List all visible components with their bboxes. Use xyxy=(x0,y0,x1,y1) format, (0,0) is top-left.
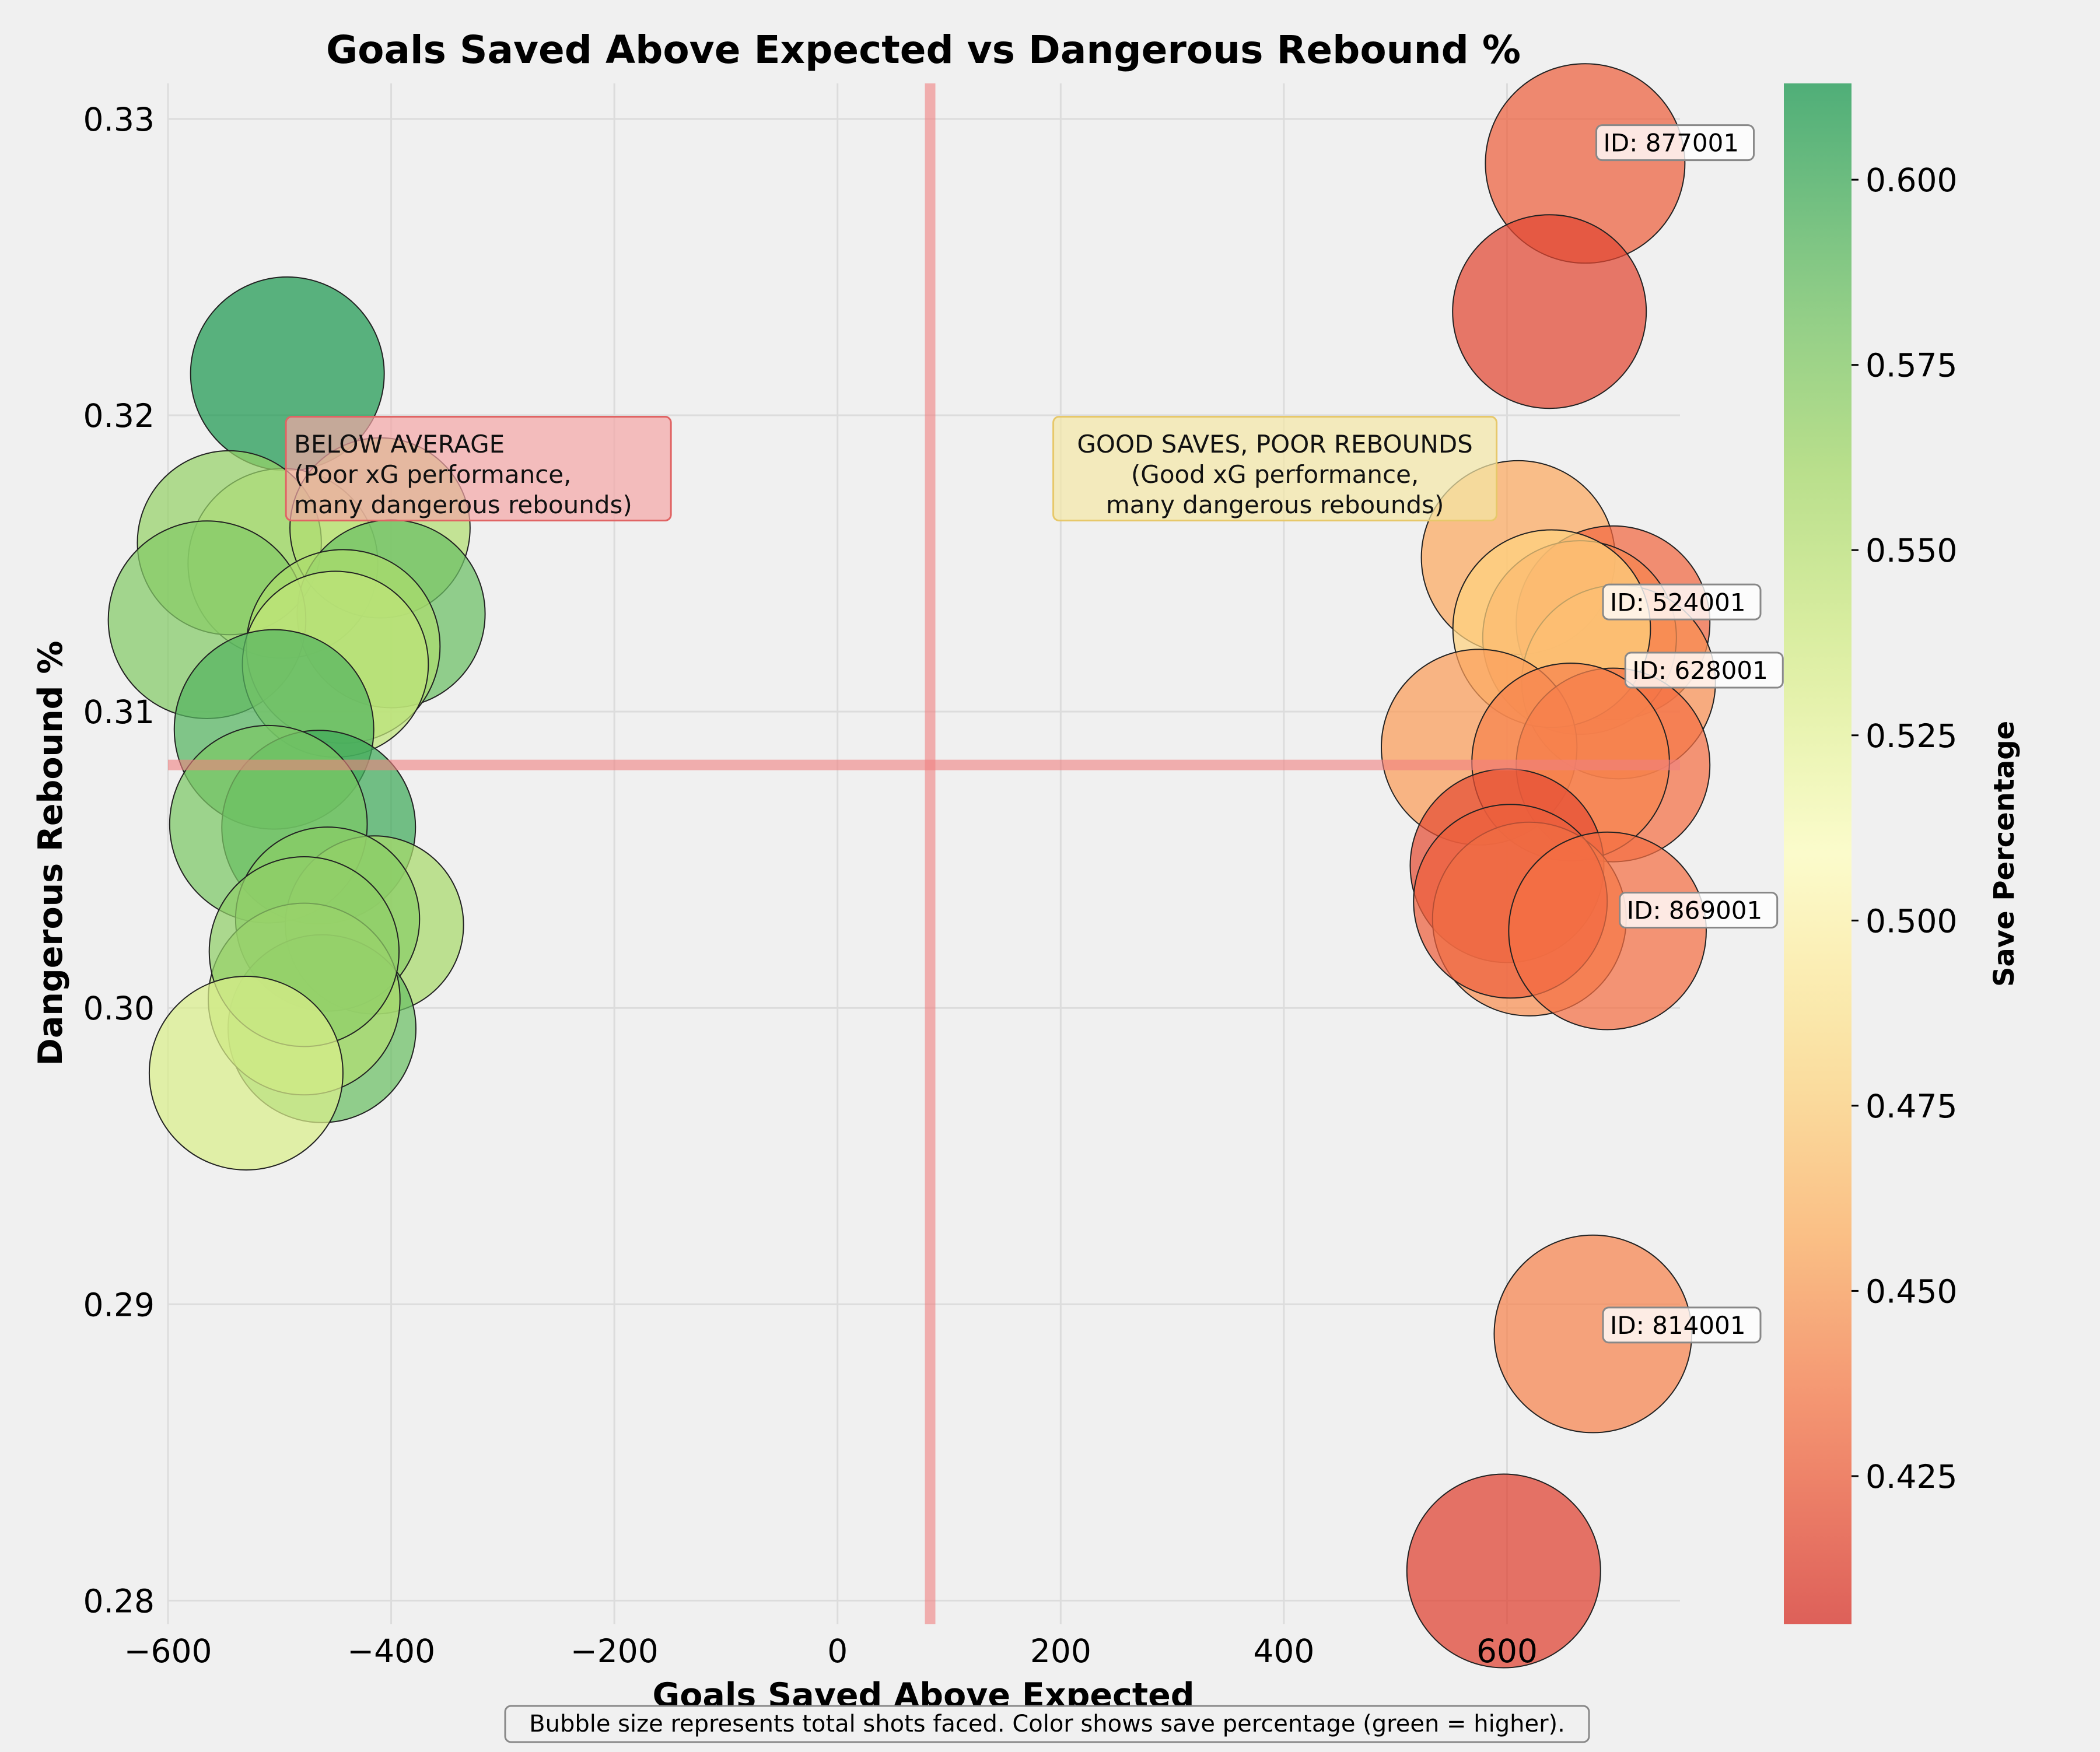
y-axis-ticks: 0.28 0.29 0.30 0.31 0.32 0.33 xyxy=(83,101,155,1620)
bubble xyxy=(1406,1473,1601,1669)
annotation-line: many dangerous rebounds) xyxy=(1106,490,1444,519)
colorbar-label: Save Percentage xyxy=(1988,721,2021,987)
x-tick-label: 200 xyxy=(1030,1632,1091,1670)
x-tick-label: 600 xyxy=(1476,1632,1538,1670)
x-tick-label: −400 xyxy=(347,1632,435,1670)
bubble xyxy=(1452,214,1647,409)
colorbar: 0.425 0.450 0.475 0.500 0.525 0.550 0.575 0.600… xyxy=(1784,83,2021,1624)
point-label-box xyxy=(1602,583,1762,621)
y-tick-label: 0.33 xyxy=(83,101,155,138)
point-label-text: ID: 814001 xyxy=(1610,1311,1746,1340)
point-label-text: ID: 869001 xyxy=(1627,896,1763,925)
colorbar-tick-label: 0.425 xyxy=(1866,1458,1957,1495)
colorbar-tick-label: 0.475 xyxy=(1866,1088,1957,1125)
x-tick-label: −200 xyxy=(570,1632,659,1670)
bubble xyxy=(1508,831,1707,1031)
point-label: ID: 628001 xyxy=(1624,651,1784,689)
point-label-text: ID: 877001 xyxy=(1604,129,1740,157)
y-tick-label: 0.30 xyxy=(83,990,155,1027)
annotation-line: GOOD SAVES, POOR REBOUNDS xyxy=(1077,430,1472,458)
x-tick-label: −600 xyxy=(124,1632,212,1670)
bubble xyxy=(148,975,344,1171)
footnote: Bubble size represents total shots faced… xyxy=(504,1705,1590,1743)
annotations: BELOW AVERAGE(Poor xG performance,many d… xyxy=(285,416,1498,521)
point-label-text: ID: 628001 xyxy=(1632,656,1768,685)
y-tick-label: 0.29 xyxy=(83,1286,155,1323)
colorbar-tick-label: 0.500 xyxy=(1866,902,1957,940)
colorbar-gradient xyxy=(1784,83,1852,1624)
annotation-box xyxy=(285,416,672,521)
y-tick-label: 0.31 xyxy=(83,693,155,731)
point-label-box xyxy=(1624,651,1784,689)
y-tick-label: 0.32 xyxy=(83,397,155,435)
point-label: ID: 814001 xyxy=(1602,1306,1762,1344)
colorbar-tick-label: 0.525 xyxy=(1866,717,1957,755)
x-tick-label: 0 xyxy=(827,1632,848,1670)
annotation-line: many dangerous rebounds) xyxy=(294,490,632,519)
colorbar-ticks: 0.425 0.450 0.475 0.500 0.525 0.550 0.575 0.600 xyxy=(1852,162,1957,1495)
point-label-box xyxy=(1602,1306,1762,1344)
reference-lines xyxy=(168,83,1680,1624)
colorbar-tick-label: 0.575 xyxy=(1866,347,1957,384)
x-axis-ticks: −600 −400 −200 0 200 400 600 xyxy=(124,1632,1538,1670)
point-label-box xyxy=(1619,892,1779,929)
point-labels: ID: 877001 ID: 524001 ID: 628001 ID: 869001… xyxy=(1595,124,1784,1344)
quadrant-annotation: GOOD SAVES, POOR REBOUNDS(Good xG perfor… xyxy=(1052,416,1498,521)
annotation-box xyxy=(1052,416,1498,521)
annotation-line: BELOW AVERAGE xyxy=(294,430,505,458)
annotation-line: (Good xG performance, xyxy=(1131,460,1419,489)
quadrant-annotation: BELOW AVERAGE(Poor xG performance,many d… xyxy=(285,416,672,521)
point-label: ID: 869001 xyxy=(1619,892,1779,929)
annotation-line: (Poor xG performance, xyxy=(294,460,571,489)
colorbar-tick-label: 0.550 xyxy=(1866,532,1957,569)
point-label: ID: 877001 xyxy=(1595,124,1755,162)
colorbar-tick-label: 0.600 xyxy=(1866,162,1957,199)
y-tick-label: 0.28 xyxy=(83,1582,155,1620)
bubbles xyxy=(107,63,1716,1669)
colorbar-tick-label: 0.450 xyxy=(1866,1273,1957,1310)
chart-title: Goals Saved Above Expected vs Dangerous … xyxy=(326,27,1521,72)
point-label: ID: 524001 xyxy=(1602,583,1762,621)
footnote-text: Bubble size represents total shots faced… xyxy=(529,1711,1565,1737)
x-tick-label: 400 xyxy=(1253,1632,1314,1670)
footnote-box xyxy=(504,1705,1590,1743)
point-label-box xyxy=(1595,124,1755,162)
y-axis-label: Dangerous Rebound % xyxy=(32,641,70,1066)
point-label-text: ID: 524001 xyxy=(1610,588,1746,616)
